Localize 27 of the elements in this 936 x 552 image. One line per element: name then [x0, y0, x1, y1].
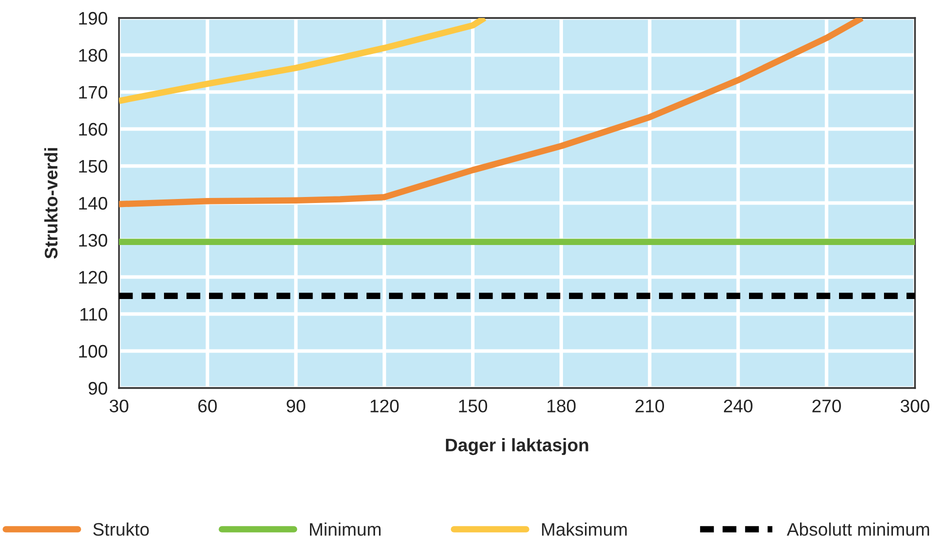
- legend-label: Maksimum: [542, 522, 627, 536]
- x-tick-label: 30: [110, 400, 128, 412]
- y-tick-label: 150: [79, 160, 108, 173]
- x-tick-label: 210: [636, 400, 664, 412]
- x-tick-label: 240: [724, 400, 752, 412]
- x-tick-label: 270: [812, 400, 841, 412]
- x-tick-label: 90: [286, 400, 306, 412]
- x-tick-label: 120: [370, 400, 399, 412]
- x-axis-title: Dager i laktasjon: [446, 438, 588, 456]
- y-axis-title: Strukto-verdi: [44, 148, 58, 259]
- y-tick-label: 140: [79, 196, 108, 210]
- legend-label: Minimum: [310, 522, 381, 536]
- y-tick-label: 120: [79, 270, 108, 284]
- x-tick-label: 150: [459, 400, 488, 412]
- y-tick-label: 170: [79, 86, 108, 99]
- x-tick-label: 180: [548, 400, 576, 412]
- y-tick-label: 160: [79, 122, 108, 136]
- y-tick-label: 90: [88, 382, 108, 395]
- y-tick-label: 190: [79, 12, 108, 25]
- y-tick-label: 110: [80, 308, 108, 321]
- y-tick-label: 180: [79, 48, 108, 62]
- x-tick-label: 300: [900, 400, 930, 412]
- x-tick-label: 60: [198, 400, 217, 412]
- legend-label: Strukto: [93, 522, 149, 536]
- y-tick-label: 100: [79, 344, 108, 358]
- y-tick-label: 130: [79, 234, 108, 247]
- legend-label: Absolutt minimum: [786, 522, 930, 536]
